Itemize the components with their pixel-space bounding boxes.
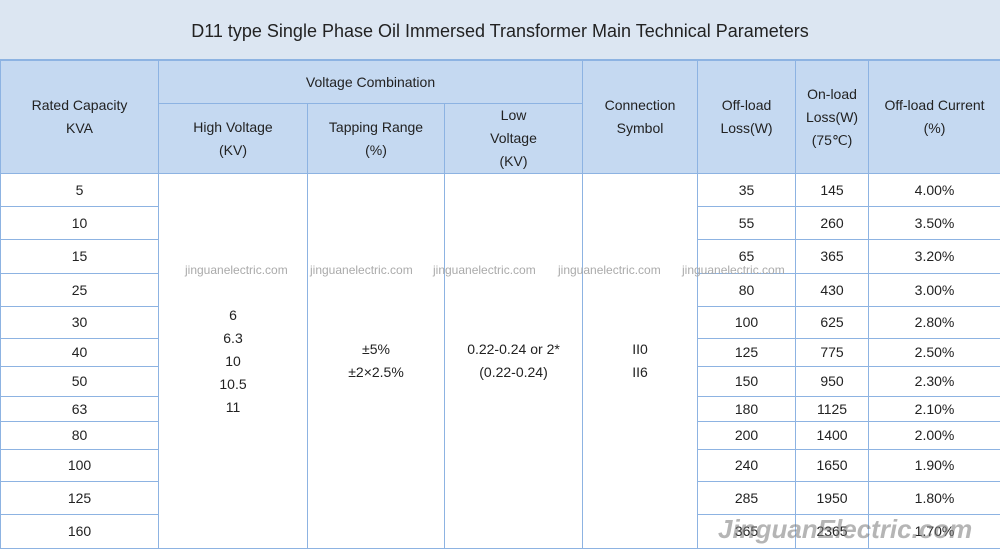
cell-line: 10.5 [163, 373, 303, 396]
capacity-cell: 80 [1, 422, 159, 450]
value-cell: 2.30% [869, 367, 1000, 397]
value-cell: 100 [698, 307, 796, 339]
header-cell: Voltage Combination [159, 61, 583, 104]
merged-cell: ±5%±2×2.5% [308, 174, 445, 549]
cell-line: ±2×2.5% [312, 361, 440, 384]
header-cell: Connection Symbol [583, 61, 698, 174]
value-cell: 125 [698, 339, 796, 367]
value-cell: 365 [796, 240, 869, 274]
cell-line: 10 [163, 350, 303, 373]
value-cell: 285 [698, 482, 796, 515]
watermark: jinguanelectric.com [185, 263, 288, 277]
watermark: jinguanelectric.com [310, 263, 413, 277]
cell-line: II6 [587, 361, 693, 384]
value-cell: 180 [698, 397, 796, 422]
capacity-cell: 15 [1, 240, 159, 274]
value-cell: 260 [796, 207, 869, 240]
capacity-cell: 160 [1, 515, 159, 549]
cell-line: II0 [587, 338, 693, 361]
value-cell: 1650 [796, 450, 869, 482]
value-cell: 950 [796, 367, 869, 397]
cell-line: 6 [163, 304, 303, 327]
cell-line: 6.3 [163, 327, 303, 350]
merged-cell: 0.22-0.24 or 2*(0.22-0.24) [445, 174, 583, 549]
value-cell: 1400 [796, 422, 869, 450]
header-cell: Off-load Loss(W) [698, 61, 796, 174]
value-cell: 3.00% [869, 274, 1000, 307]
watermark: jinguanelectric.com [682, 263, 785, 277]
capacity-cell: 5 [1, 174, 159, 207]
header-cell: Tapping Range (%) [308, 104, 445, 174]
value-cell: 240 [698, 450, 796, 482]
value-cell: 80 [698, 274, 796, 307]
header-cell: On-load Loss(W) (75℃) [796, 61, 869, 174]
value-cell: 4.00% [869, 174, 1000, 207]
value-cell: 430 [796, 274, 869, 307]
capacity-cell: 63 [1, 397, 159, 422]
header-cell: Low Voltage (KV) [445, 104, 583, 174]
value-cell: 2.10% [869, 397, 1000, 422]
value-cell: 1.90% [869, 450, 1000, 482]
capacity-cell: 100 [1, 450, 159, 482]
value-cell: 1125 [796, 397, 869, 422]
logo-watermark: JinguanElectric.com [718, 514, 972, 545]
capacity-cell: 10 [1, 207, 159, 240]
capacity-cell: 25 [1, 274, 159, 307]
value-cell: 3.20% [869, 240, 1000, 274]
value-cell: 145 [796, 174, 869, 207]
value-cell: 35 [698, 174, 796, 207]
capacity-cell: 50 [1, 367, 159, 397]
watermark: jinguanelectric.com [433, 263, 536, 277]
value-cell: 1950 [796, 482, 869, 515]
value-cell: 775 [796, 339, 869, 367]
value-cell: 2.50% [869, 339, 1000, 367]
capacity-cell: 40 [1, 339, 159, 367]
capacity-cell: 30 [1, 307, 159, 339]
cell-line: 11 [163, 396, 303, 419]
value-cell: 2.80% [869, 307, 1000, 339]
value-cell: 200 [698, 422, 796, 450]
header-cell: Rated Capacity KVA [1, 61, 159, 174]
value-cell: 3.50% [869, 207, 1000, 240]
value-cell: 55 [698, 207, 796, 240]
value-cell: 625 [796, 307, 869, 339]
capacity-cell: 125 [1, 482, 159, 515]
cell-line: ±5% [312, 338, 440, 361]
title: D11 type Single Phase Oil Immersed Trans… [0, 0, 1000, 60]
value-cell: 1.80% [869, 482, 1000, 515]
cell-line: 0.22-0.24 or 2*(0.22-0.24) [449, 338, 578, 384]
value-cell: 150 [698, 367, 796, 397]
header-cell: High Voltage (KV) [159, 104, 308, 174]
header-cell: Off-load Current (%) [869, 61, 1000, 174]
watermark: jinguanelectric.com [558, 263, 661, 277]
value-cell: 2.00% [869, 422, 1000, 450]
